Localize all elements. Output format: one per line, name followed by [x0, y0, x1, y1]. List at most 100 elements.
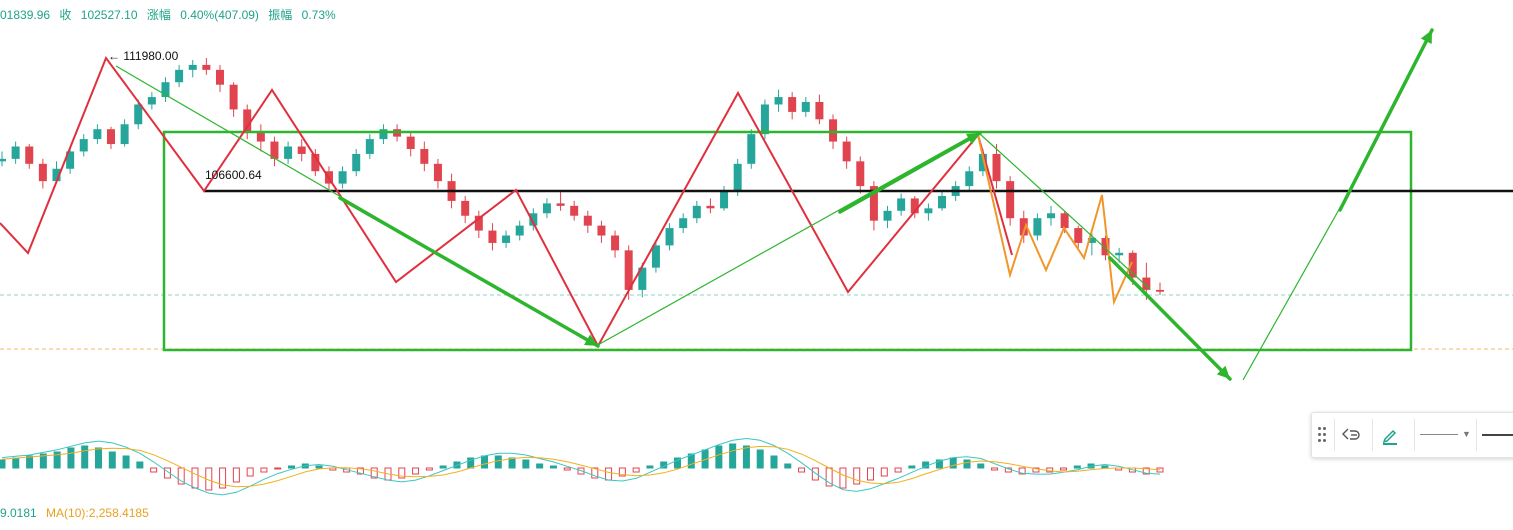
macd-histogram-bar	[1142, 467, 1150, 475]
macd-histogram-bar	[687, 453, 695, 469]
candle-body	[1142, 277, 1151, 290]
chart-text-labels: ← 111980.00 106600.64	[108, 49, 262, 182]
macd-histogram-bar	[95, 447, 102, 469]
macd-histogram-bar	[811, 467, 819, 481]
macd-histogram-bar	[39, 453, 47, 469]
drag-handle-icon[interactable]	[1318, 427, 1328, 443]
close-value: 102527.10	[80, 8, 138, 22]
macd-histogram-bar	[1060, 467, 1067, 471]
candle-body	[502, 235, 511, 243]
line-width-select[interactable]	[1478, 421, 1513, 449]
candle-body	[611, 235, 620, 251]
macd-histogram-bar	[632, 467, 640, 473]
macd-histogram-bar	[522, 459, 530, 469]
candle-body	[583, 215, 592, 226]
candle-body	[297, 146, 306, 154]
macd-histogram-bar	[1032, 467, 1040, 473]
candle-body	[624, 250, 633, 290]
macd-histogram-bar	[729, 443, 737, 469]
macd-histogram-bar	[935, 459, 943, 469]
trend-arrow-down-2	[1108, 256, 1232, 381]
macd-dif-line	[1, 437, 1161, 496]
range-box	[162, 130, 1413, 352]
pencil-color-button[interactable]	[1376, 421, 1404, 449]
candle-body	[556, 203, 565, 206]
candle-body	[284, 146, 293, 159]
candle-body	[733, 163, 742, 192]
toolbar-separator	[1476, 419, 1477, 451]
candle-body	[692, 205, 701, 219]
macd-histogram-bar	[232, 467, 240, 483]
toolbar-separator	[1334, 419, 1335, 451]
magnet-link-icon	[1342, 428, 1360, 440]
candle-body	[747, 134, 756, 164]
candle-body	[406, 136, 415, 149]
candle-body	[965, 171, 974, 187]
candle-body	[134, 104, 143, 125]
candle-body	[815, 102, 824, 120]
thin-trend-line	[979, 133, 1151, 290]
candle-body	[515, 225, 524, 236]
macd-histogram-bar	[81, 445, 89, 469]
macd-histogram-bar	[839, 467, 847, 489]
macd-histogram-bar	[0, 459, 6, 469]
macd-histogram-bar	[1101, 465, 1109, 469]
candle-body	[679, 218, 688, 229]
candle-body	[52, 168, 61, 182]
macd-histogram-bar	[260, 467, 268, 473]
macd-histogram-bar	[756, 449, 764, 469]
candle-body	[420, 148, 429, 164]
macd-histogram-bar	[605, 467, 613, 481]
macd-histogram-bar	[715, 445, 723, 469]
candle-body	[474, 215, 483, 231]
macd-histogram-bar	[274, 467, 282, 470]
candle-body	[215, 69, 224, 85]
macd-histogram-bar	[770, 455, 778, 469]
candle-body	[311, 153, 320, 172]
trend-arrow-up-head	[966, 133, 980, 145]
candle-body	[597, 225, 606, 236]
candle-body	[1060, 213, 1069, 229]
magnet-link-button[interactable]	[1338, 421, 1366, 449]
macd-histogram-bar	[618, 467, 626, 477]
candle-body	[202, 64, 211, 70]
macd-histogram-bar	[563, 467, 571, 471]
trend-arrow-down	[338, 196, 600, 348]
candle-body	[161, 82, 170, 98]
candle-body	[897, 198, 906, 211]
line-style-select[interactable]: ▼	[1416, 421, 1472, 449]
trend-arrow-down-2-head	[1216, 365, 1230, 379]
thin-trend-line	[1242, 189, 1351, 381]
candle-body	[774, 97, 783, 105]
candle-body	[338, 171, 347, 184]
candle-body	[924, 208, 933, 214]
candle-body	[1033, 218, 1042, 236]
macd-histogram-bar	[398, 467, 406, 479]
candle-body	[570, 205, 579, 216]
macd-indicator	[0, 437, 1164, 496]
drawn-annotations[interactable]	[0, 28, 1513, 381]
ma-a-value: 9.0181	[0, 506, 37, 520]
macd-histogram-bar	[494, 455, 502, 469]
candle-body	[488, 230, 497, 243]
candle-body	[1074, 228, 1083, 243]
macd-histogram-bar	[784, 463, 792, 469]
candle-body	[352, 153, 361, 172]
candle-body	[461, 200, 470, 216]
orange-subwave-line	[977, 134, 1133, 306]
pencil-icon	[1382, 429, 1397, 445]
macd-histogram-bar	[508, 457, 516, 469]
candle-body	[79, 139, 88, 152]
macd-histogram-bar	[315, 465, 323, 469]
candle-body	[38, 163, 47, 182]
macd-histogram-bar	[908, 465, 916, 469]
candle-body	[93, 129, 102, 140]
support-level-label: 106600.64	[205, 168, 262, 182]
macd-histogram-bar	[867, 467, 874, 481]
candle-body	[856, 161, 865, 187]
macd-histogram-bar	[742, 445, 750, 469]
macd-histogram-bar	[108, 451, 116, 469]
candle-body	[147, 97, 156, 105]
macd-histogram-bar	[591, 467, 599, 479]
